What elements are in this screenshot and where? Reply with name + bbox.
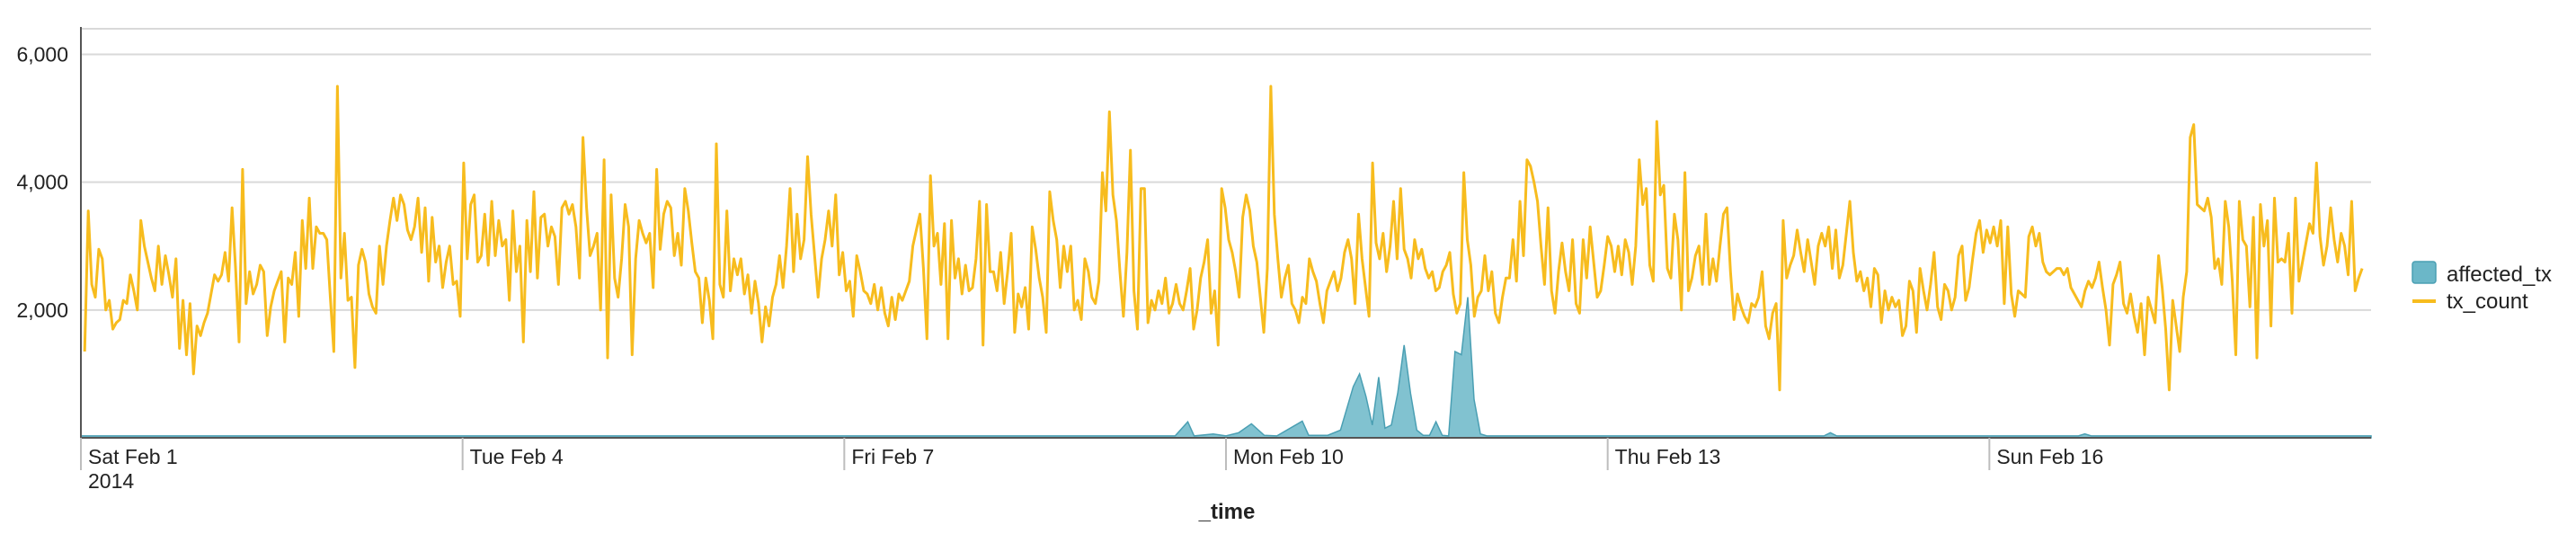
legend-swatch-affected-tx xyxy=(2412,262,2436,283)
affected-tx-area-layer xyxy=(81,298,2371,438)
legend-label-tx-count: tx_count xyxy=(2447,289,2528,314)
x-tick-sublabel: 2014 xyxy=(88,469,134,493)
tx-count-line-layer xyxy=(84,86,2362,390)
x-tick-label: Sat Feb 1 xyxy=(88,445,178,468)
y-tick-label: 4,000 xyxy=(16,171,68,194)
x-tick-label: Tue Feb 4 xyxy=(470,445,564,468)
x-axis-title: _time xyxy=(1198,500,1256,524)
x-tick-label: Mon Feb 10 xyxy=(1233,445,1344,468)
affected-tx-area[interactable] xyxy=(81,298,2371,438)
y-axis-ticks: 2,000 4,000 6,000 xyxy=(16,42,68,321)
tx-count-line[interactable] xyxy=(84,86,2362,390)
y-tick-label: 2,000 xyxy=(16,298,68,322)
x-tick-label: Sun Feb 16 xyxy=(1996,445,2103,468)
legend-label-affected-tx: affected_tx xyxy=(2447,263,2552,287)
x-tick-label: Fri Feb 7 xyxy=(851,445,934,468)
x-tick-label: Thu Feb 13 xyxy=(1615,445,1721,468)
y-tick-label: 6,000 xyxy=(16,42,68,66)
